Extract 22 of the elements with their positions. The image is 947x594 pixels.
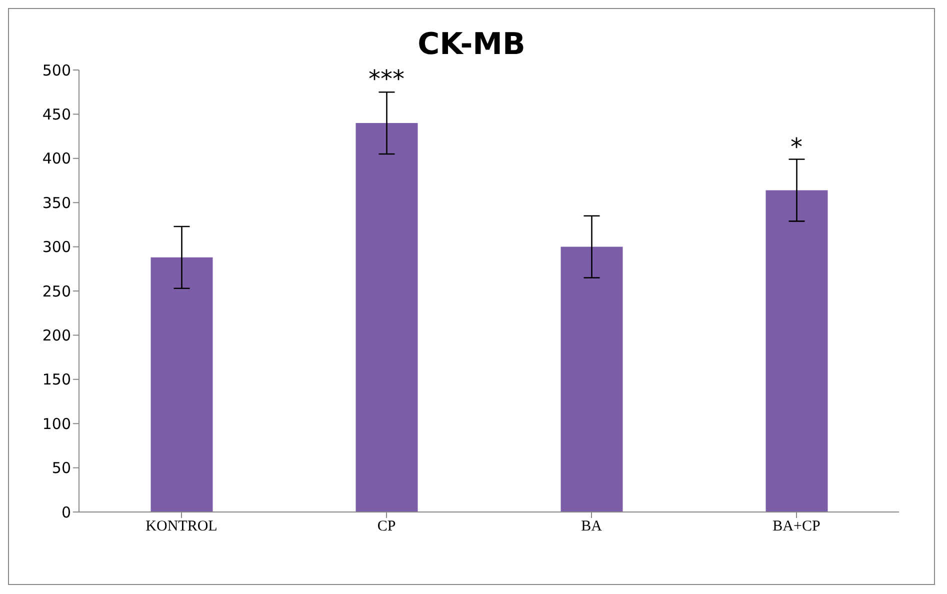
x-tick-label: BA+CP: [772, 518, 820, 535]
annotation: *: [790, 133, 802, 162]
y-tick-label: 400: [42, 150, 71, 168]
bar: [766, 190, 828, 512]
y-tick-label: 150: [42, 370, 71, 389]
y-tick-label: 300: [42, 238, 71, 256]
y-tick-label: 450: [42, 106, 71, 124]
x-tick-label: CP: [377, 518, 396, 535]
y-tick-label: 250: [42, 282, 71, 300]
chart-title: CK-MB: [416, 27, 526, 62]
y-tick-label: 100: [42, 414, 71, 433]
bar: [356, 123, 418, 512]
annotation: ***: [368, 65, 404, 94]
y-tick-label: 200: [42, 326, 71, 345]
bar: [560, 246, 623, 512]
x-tick-label: KONTROL: [146, 518, 218, 535]
x-tick-label: BA: [581, 518, 602, 535]
y-tick-label: 50: [52, 459, 71, 478]
y-tick-label: 0: [61, 503, 71, 522]
y-tick-label: 500: [42, 61, 71, 80]
bar: [150, 257, 213, 512]
y-tick-label: 350: [42, 194, 71, 212]
